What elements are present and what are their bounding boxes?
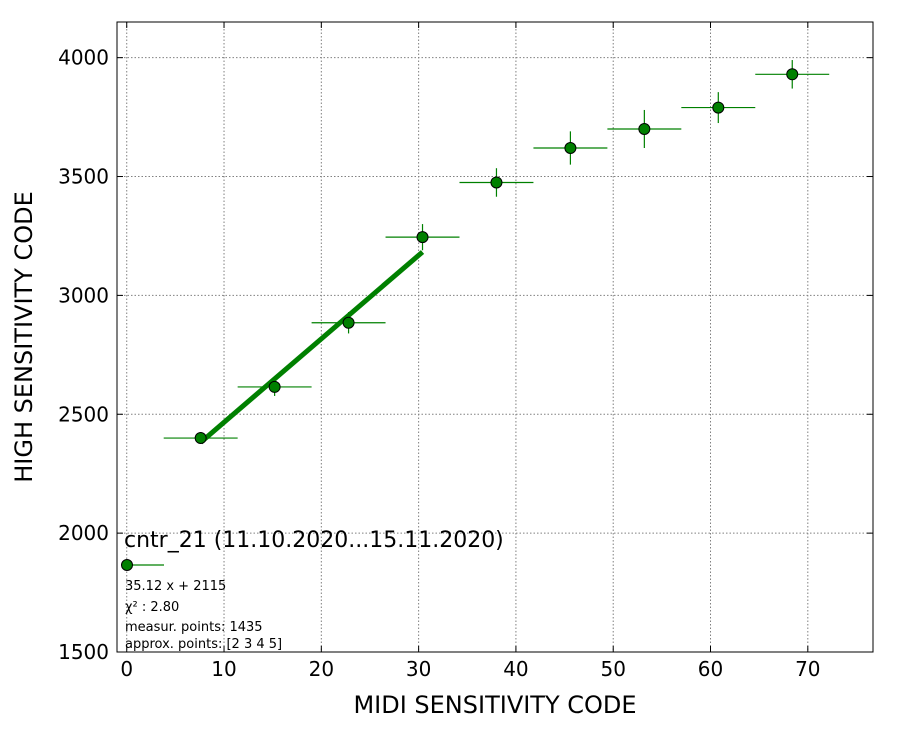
x-tick-label: 30 [406, 657, 431, 681]
data-point [268, 380, 281, 393]
legend-measur-points: measur. points: 1435 [125, 620, 263, 635]
x-tick-label: 0 [120, 657, 133, 681]
y-tick-label: 3500 [58, 165, 109, 189]
axis-ticks [117, 22, 873, 653]
plot-frame [116, 21, 874, 653]
legend-title: cntr_21 (11.10.2020...15.11.2020) [124, 528, 504, 553]
x-tick-label: 60 [698, 657, 723, 681]
x-tick-label: 20 [309, 657, 334, 681]
fit-line [199, 250, 425, 445]
y-tick-label: 2000 [58, 521, 109, 545]
y-axis-title: HIGH SENSITIVITY CODE [10, 191, 38, 483]
data-points [194, 68, 799, 445]
x-tick-label: 40 [503, 657, 528, 681]
x-tick-label: 50 [600, 657, 625, 681]
fit-line-layer [199, 250, 425, 445]
data-point [416, 231, 429, 244]
tick-labels: 0 10 20 30 40 50 60 70 1500 2000 2500 3000 3500 4000 [58, 46, 820, 681]
legend-marker [121, 559, 133, 571]
legend-approx-points: approx. points: [2 3 4 5] [125, 637, 282, 652]
x-tick-label: 70 [795, 657, 820, 681]
y-tick-label: 3000 [58, 283, 109, 307]
y-tick-label: 2500 [58, 402, 109, 426]
legend: cntr_21 (11.10.2020...15.11.2020) 35.12 … [121, 528, 504, 652]
data-point [194, 432, 207, 445]
y-tick-label: 4000 [58, 46, 109, 70]
grid [117, 22, 873, 653]
data-point [786, 68, 799, 81]
data-point [564, 142, 577, 154]
data-point [638, 122, 651, 135]
legend-chi2: χ² : 2.80 [125, 600, 179, 615]
legend-fit-equation: 35.12 x + 2115 [125, 579, 226, 594]
x-tick-label: 10 [211, 657, 236, 681]
x-axis-title: MIDI SENSITIVITY CODE [353, 691, 636, 719]
data-point [490, 176, 503, 189]
y-tick-label: 1500 [58, 640, 109, 664]
data-point [342, 316, 355, 329]
data-point [712, 101, 725, 114]
